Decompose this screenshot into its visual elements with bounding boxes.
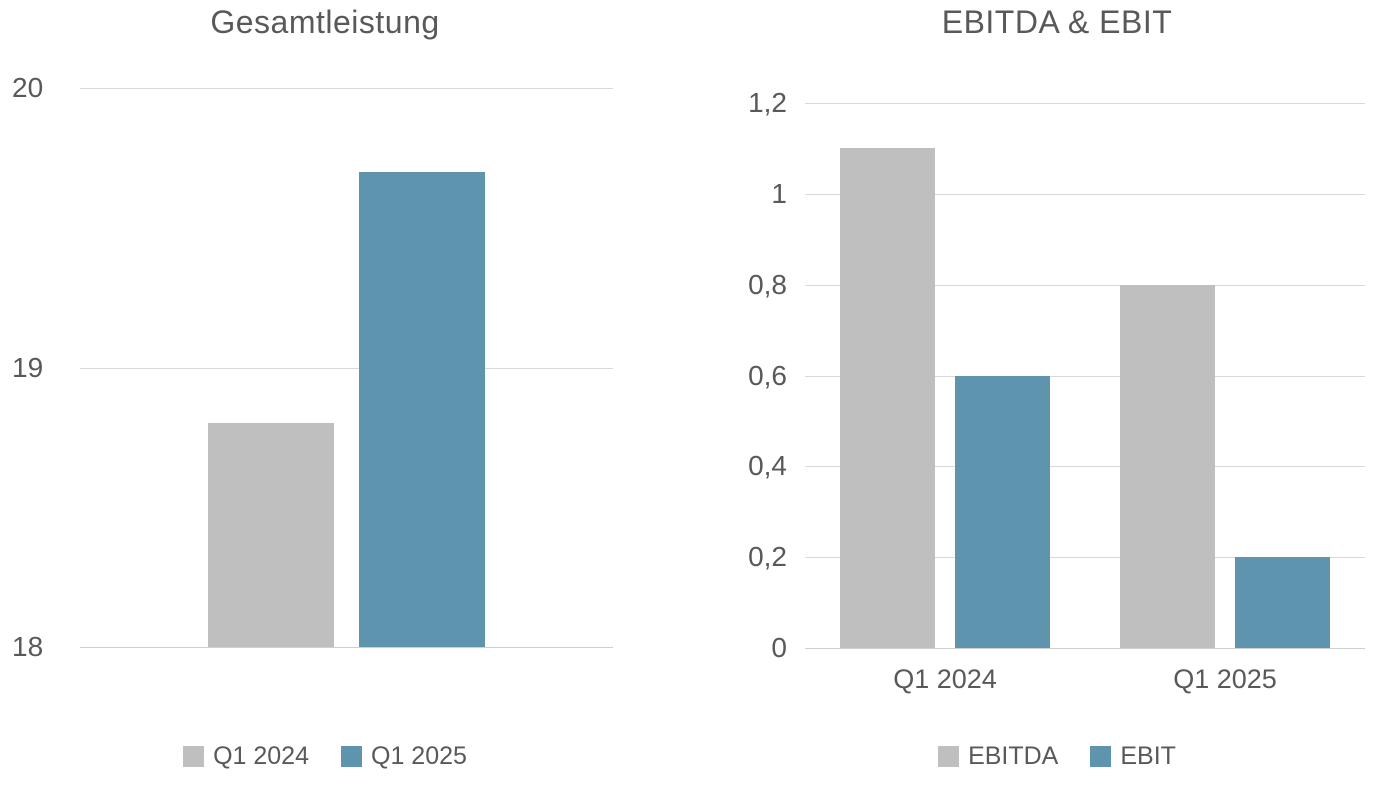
legend-item-q1-2025: Q1 2025 bbox=[341, 742, 467, 771]
y-axis-tick-label: 0,2 bbox=[748, 541, 787, 573]
bar-q1-2025 bbox=[359, 171, 485, 647]
y-axis-tick-label: 18 bbox=[12, 631, 44, 662]
legend-gesamtleistung: Q1 2024 Q1 2025 bbox=[0, 742, 650, 771]
legend-item-q1-2024: Q1 2024 bbox=[183, 742, 309, 771]
y-axis-tick-label: 0,4 bbox=[748, 450, 787, 482]
gridline bbox=[805, 193, 1365, 195]
legend-label-ebit: EBIT bbox=[1120, 742, 1176, 770]
y-axis-tick-label: 19 bbox=[12, 351, 44, 383]
legend-ebitda-ebit: EBITDA EBIT bbox=[730, 742, 1384, 771]
x-axis-category-label: Q1 2024 bbox=[893, 664, 997, 694]
chart-ebitda-ebit: EBITDA & EBIT 1,2 1 0,8 0,6 0,4 0,2 0 Q1 2024 Q1… bbox=[730, 0, 1384, 788]
plot-area-ebitda-ebit: 1,2 1 0,8 0,6 0,4 0,2 0 Q1 2024 Q1 2025 bbox=[748, 88, 1365, 694]
legend-label-ebitda: EBITDA bbox=[968, 742, 1059, 770]
legend-marker-q1-2025 bbox=[341, 746, 362, 767]
bar-ebitda-q1-2024 bbox=[840, 148, 935, 648]
bar-ebitda-q1-2025 bbox=[1120, 284, 1215, 648]
gridline bbox=[80, 367, 613, 369]
y-axis-tick-label: 0,6 bbox=[748, 359, 787, 391]
gridline bbox=[805, 557, 1365, 559]
y-axis-tick-label: 0,8 bbox=[748, 268, 787, 300]
y-axis-tick-label: 0 bbox=[771, 632, 787, 663]
gridline bbox=[805, 648, 1365, 649]
y-axis-tick-label: 1 bbox=[771, 177, 787, 209]
gridline bbox=[805, 375, 1365, 377]
chart-title-ebitda-ebit: EBITDA & EBIT bbox=[941, 4, 1173, 40]
gridline bbox=[805, 284, 1365, 286]
legend-item-ebitda: EBITDA bbox=[938, 742, 1058, 771]
chart-title-gesamtleistung: Gesamtleistung bbox=[210, 4, 440, 40]
chart-gesamtleistung: Gesamtleistung 20 19 18 Q1 2024 Q1 2025 bbox=[0, 0, 650, 788]
gridline bbox=[80, 647, 613, 648]
gridline bbox=[805, 103, 1365, 104]
legend-label-q1-2024: Q1 2024 bbox=[213, 742, 309, 770]
bar-q1-2024 bbox=[208, 423, 334, 647]
legend-marker-ebit bbox=[1090, 746, 1112, 767]
legend-item-ebit: EBIT bbox=[1090, 742, 1176, 771]
legend-label-q1-2025: Q1 2025 bbox=[371, 742, 467, 770]
gridline bbox=[80, 88, 613, 89]
legend-marker-ebitda bbox=[938, 746, 960, 767]
bar-ebit-q1-2024 bbox=[955, 375, 1050, 648]
gridline bbox=[805, 466, 1365, 468]
bar-ebit-q1-2025 bbox=[1235, 557, 1330, 648]
x-axis-category-label: Q1 2025 bbox=[1173, 664, 1277, 694]
y-axis-tick-label: 20 bbox=[12, 72, 44, 103]
y-axis-tick-label: 1,2 bbox=[748, 87, 787, 118]
plot-area-gesamtleistung: 20 19 18 bbox=[12, 73, 613, 662]
legend-marker-q1-2024 bbox=[183, 746, 205, 767]
